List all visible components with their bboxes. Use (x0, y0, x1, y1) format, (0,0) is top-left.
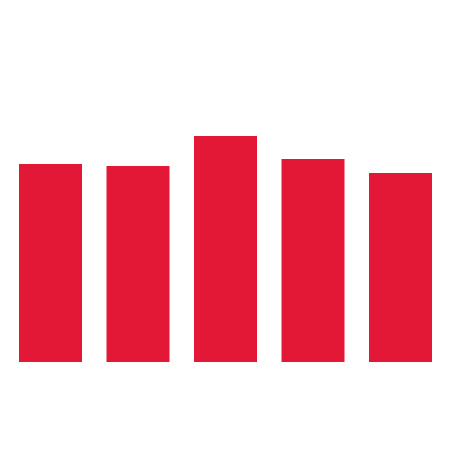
bar-1 (19, 164, 82, 362)
bar-3 (194, 136, 257, 362)
bar-5 (369, 173, 432, 362)
bar-2 (106, 166, 170, 362)
bar-4 (281, 159, 345, 362)
